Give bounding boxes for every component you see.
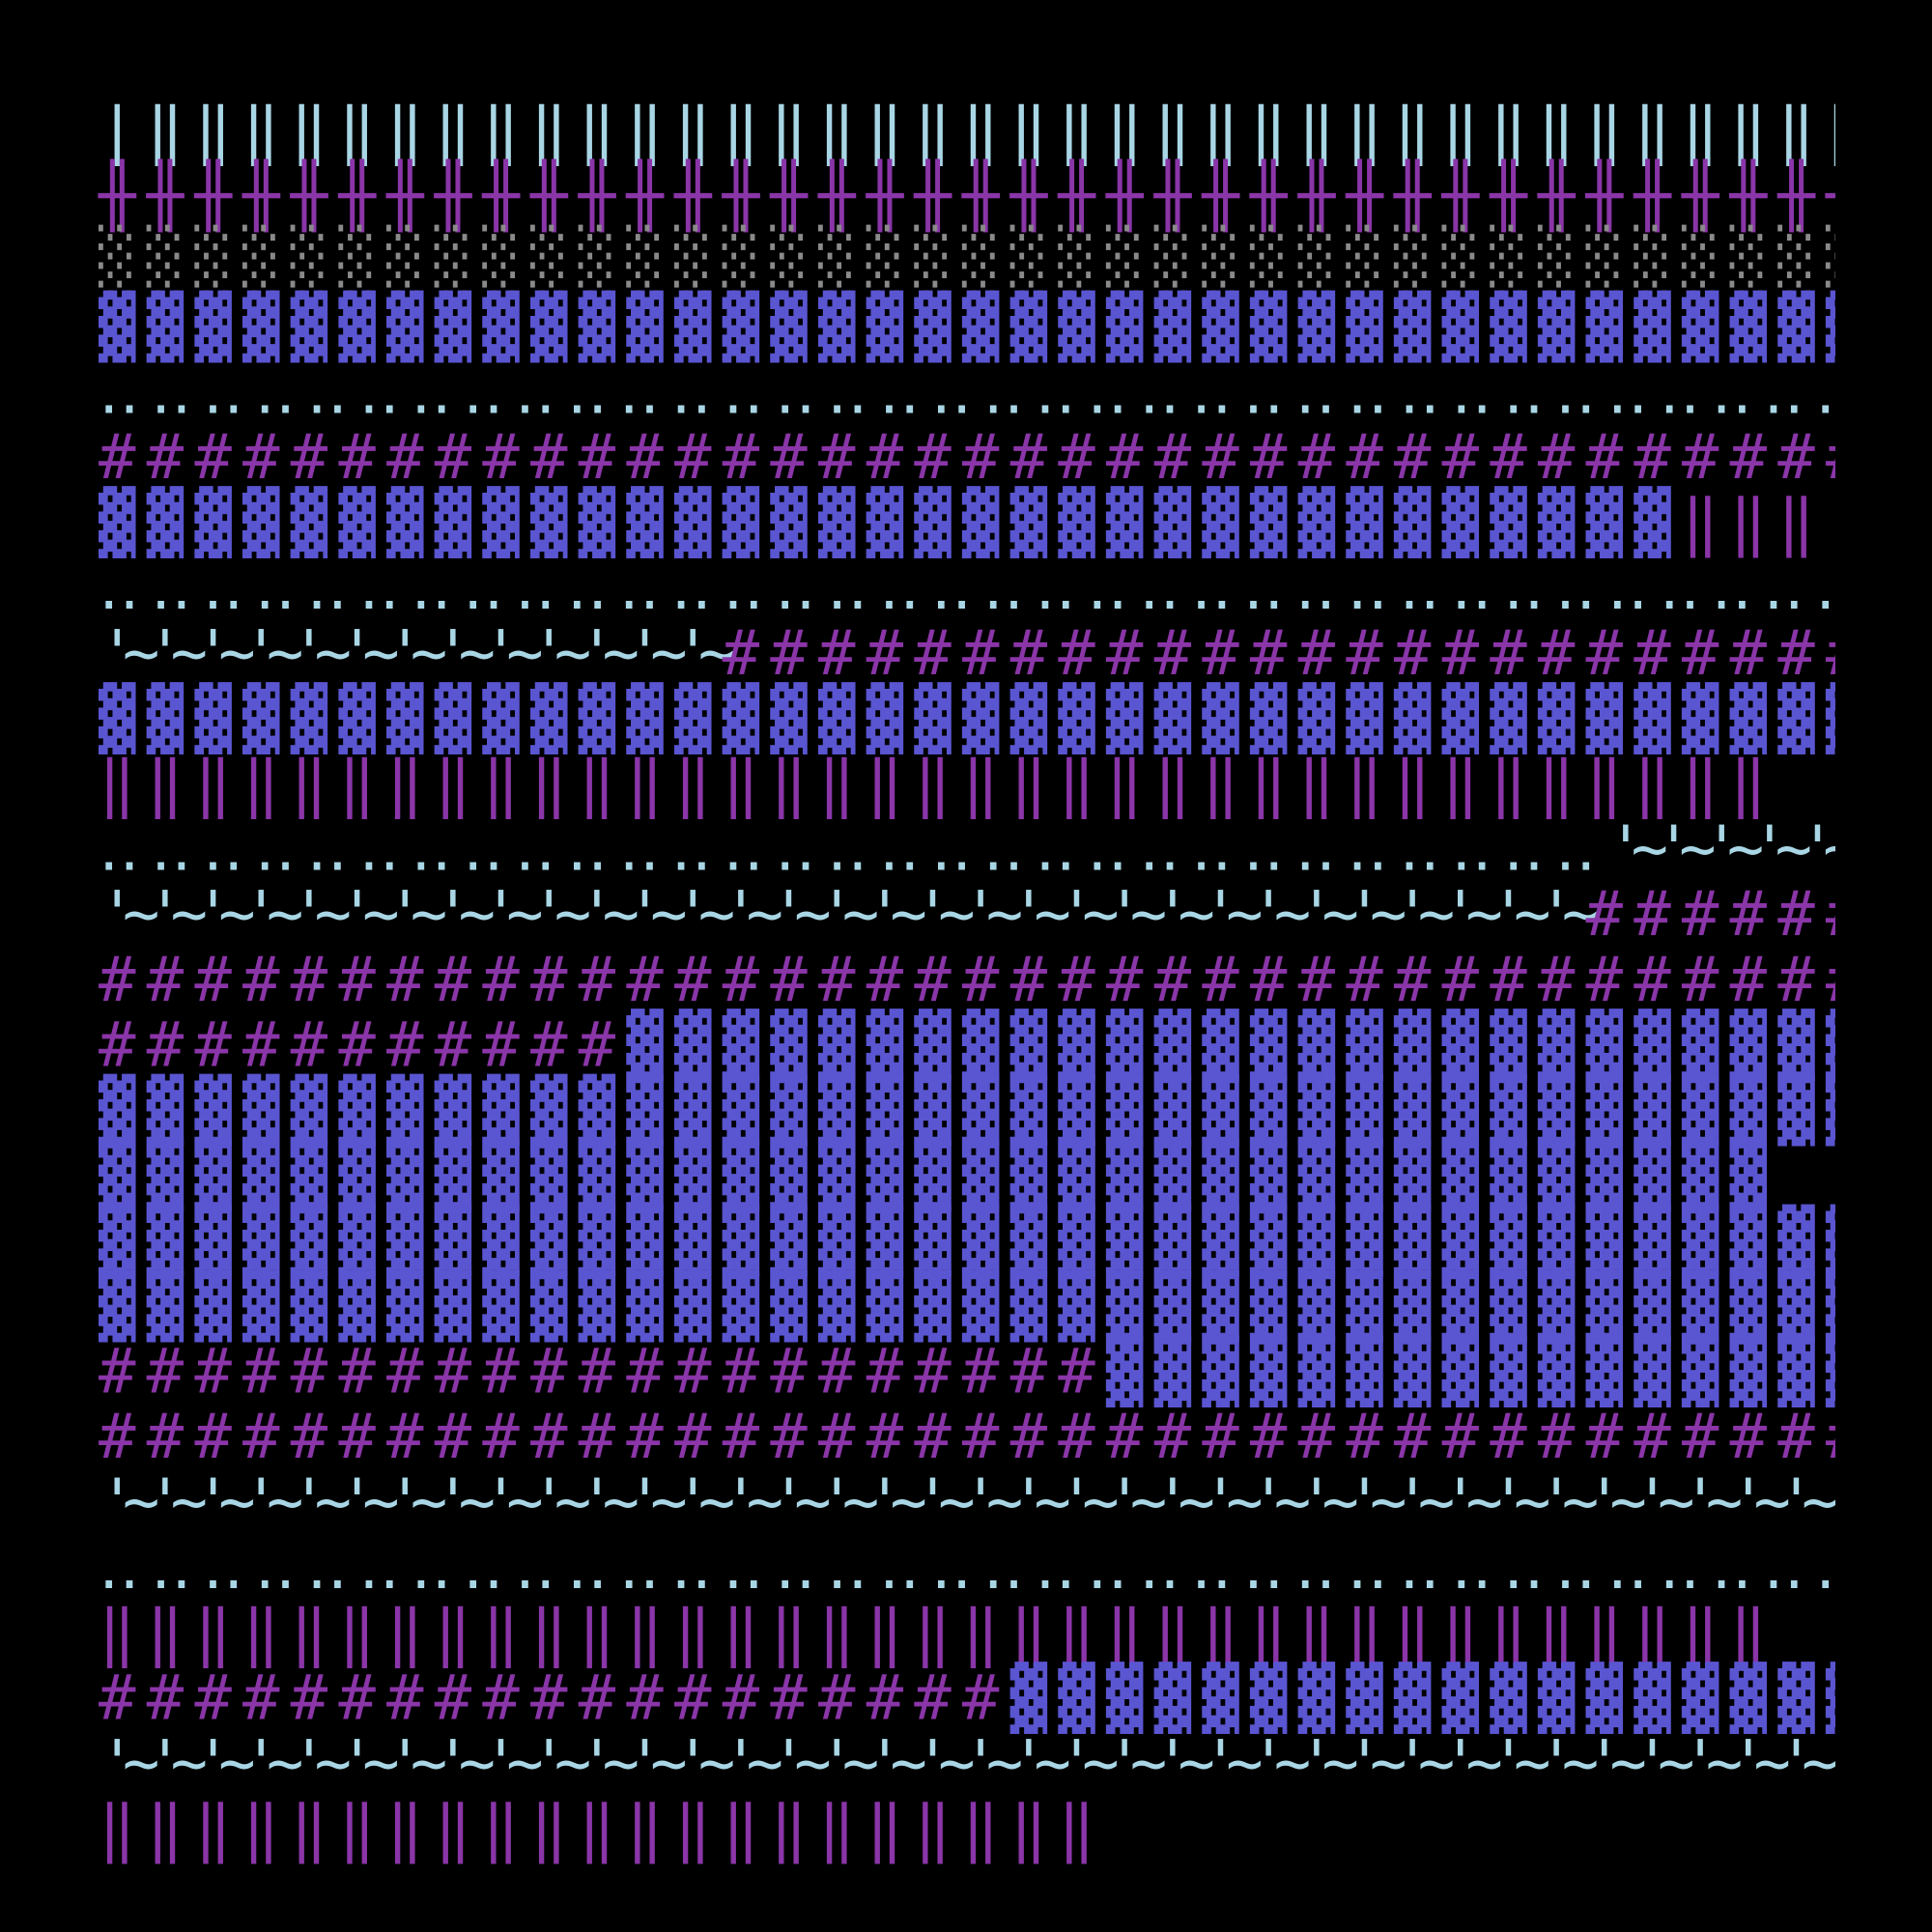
glyph-run: ▓ ▓ ▓ ▓ ▓ ▓ ▓ ▓ ▓ ▓ ▓ ▓ ▓ ▓ ▓ ▓ — [1106, 1334, 1863, 1407]
glyph-row: ‖ ‖ ‖ ‖ ‖ ‖ ‖ ‖ ‖ ‖ ‖ ‖ ‖ ‖ ‖ ‖ ‖ ‖ ‖ ‖ … — [99, 1794, 1087, 1865]
glyph-run: '~'~'~'~'~'~'~'~'~'~'~'~'~'~'~'~'~'~'~'~… — [99, 879, 1597, 951]
glyph-row: ░ ░ ░ ░ ░ ░ ░ ░ ░ ░ ░ ░ ░ ░ ░ ░ ░ ░ ░ ░ … — [99, 224, 1859, 298]
glyph-run: ‥ ‥ ‥ ‥ ‥ ‥ ‥ ‥ ‥ ‥ ‥ ‥ ‥ ‥ ‥ ‥ ‥ ‥ ‥ ‥ … — [99, 1532, 1932, 1604]
glyph-run: ░ ░ ░ ░ ░ ░ ░ ░ ░ ░ ░ ░ ░ ░ ░ ░ ░ ░ ░ ░ … — [99, 224, 1859, 298]
glyph-row: ‥ ‥ ‥ ‥ ‥ ‥ ‥ ‥ ‥ ‥ ‥ ‥ ‥ ‥ ‥ ‥ ‥ ‥ ‥ ‥ … — [99, 1532, 1932, 1604]
glyph-row: ‥ ‥ ‥ ‥ ‥ ‥ ‥ ‥ ‥ ‥ ‥ ‥ ‥ ‥ ‥ ‥ ‥ ‥ ‥ ‥ … — [99, 553, 1932, 624]
glyph-run: ▓ ▓ ▓ ▓ ▓ ▓ ▓ ▓ ▓ ▓ ▓ ▓ ▓ ▓ ▓ ▓ ▓ ▓ ▓ ▓ … — [99, 290, 1863, 363]
glyph-run: # # # # # # # # # # # # # # # # # # # # … — [99, 945, 1863, 1016]
glyph-row: ‥ ‥ ‥ ‥ ‥ ‥ ‥ ‥ ‥ ‥ ‥ ‥ ‥ ‥ ‥ ‥ ‥ ‥ ‥ ‥ … — [99, 356, 1932, 428]
glyph-run: # # # # # # # # # # # # # # # # # # # # … — [99, 1336, 1106, 1407]
glyph-run: # # # # # # # # # # # # # # # # # # # # … — [99, 422, 1863, 494]
glyph-run: # # # # # # # # # # # # # # # # # # # # … — [99, 1402, 1863, 1473]
glyph-run: ╫ ╫ ╫ ╫ ╫ ╫ ╫ ╫ ╫ ╫ ╫ ╫ ╫ ╫ ╫ ╫ ╫ ╫ ╫ ╫ … — [98, 158, 1864, 233]
glyph-row: '~'~'~'~'~'~'~'~'~'~'~'~'~# # # # # # # … — [99, 618, 1863, 690]
glyph-row: ‖ ‖ ‖ ‖ ‖ ‖ ‖ ‖ ‖ ‖ ‖ ‖ ‖ ‖ ‖ ‖ ‖ ‖ ‖ ‖ … — [99, 1598, 1759, 1669]
glyph-run: ▓ ▓ ▓ ▓ ▓ ▓ ▓ ▓ ▓ ▓ ▓ ▓ ▓ ▓ ▓ ▓ ▓ ▓ ▓ ▓ … — [99, 681, 1863, 754]
glyph-row: ▓ ▓ ▓ ▓ ▓ ▓ ▓ ▓ ▓ ▓ ▓ ▓ ▓ ▓ ▓ ▓ ▓ ▓ ▓ ▓ … — [99, 1073, 1863, 1147]
glyph-run: # # # # # # # # # # # # # # # # # # # — [99, 1662, 1010, 1734]
glyph-run: ▓ ▓ ▓ ▓ ▓ ▓ ▓ ▓ ▓ ▓ ▓ ▓ ▓ ▓ ▓ ▓ ▓ ▓ ▓ ▓ … — [99, 1269, 1863, 1343]
glyph-run: ‖ ‖ ‖ ‖ ‖ ‖ ‖ ‖ ‖ ‖ ‖ ‖ ‖ ‖ ‖ ‖ ‖ ‖ ‖ ‖ … — [99, 1598, 1759, 1669]
glyph-run: ‖ ‖ ‖ — [1682, 488, 1806, 559]
glyph-row: ▓ ▓ ▓ ▓ ▓ ▓ ▓ ▓ ▓ ▓ ▓ ▓ ▓ ▓ ▓ ▓ ▓ ▓ ▓ ▓ … — [99, 486, 1806, 559]
glyph-run: '~'~'~'~'~'~'~'~'~'~'~'~'~'~'~'~'~'~'~'~… — [99, 1467, 1885, 1539]
glyph-row: # # # # # # # # # # # # # # # # # # # # … — [99, 1334, 1863, 1407]
glyph-run: ▓ ▓ ▓ ▓ ▓ ▓ ▓ ▓ ▓ ▓ ▓ ▓ ▓ ▓ ▓ ▓ ▓ ▓ ▓ ▓ … — [99, 1139, 1768, 1212]
glyph-row: ▓ ▓ ▓ ▓ ▓ ▓ ▓ ▓ ▓ ▓ ▓ ▓ ▓ ▓ ▓ ▓ ▓ ▓ ▓ ▓ … — [99, 1204, 1863, 1277]
glyph-row: ▓ ▓ ▓ ▓ ▓ ▓ ▓ ▓ ▓ ▓ ▓ ▓ ▓ ▓ ▓ ▓ ▓ ▓ ▓ ▓ … — [99, 681, 1863, 754]
glyph-run: '~'~'~'~'~'~'~'~'~'~'~'~'~ — [99, 618, 733, 690]
glyph-run: ▓ ▓ ▓ ▓ ▓ ▓ ▓ ▓ ▓ ▓ ▓ ▓ ▓ ▓ ▓ ▓ ▓ ▓ ▓ ▓ … — [99, 1073, 1863, 1147]
glyph-row: ▓ ▓ ▓ ▓ ▓ ▓ ▓ ▓ ▓ ▓ ▓ ▓ ▓ ▓ ▓ ▓ ▓ ▓ ▓ ▓ … — [99, 290, 1863, 363]
glyph-run: ‖ ‖ ‖ ‖ ‖ ‖ ‖ ‖ ‖ ‖ ‖ ‖ ‖ ‖ ‖ ‖ ‖ ‖ ‖ ‖ … — [99, 749, 1759, 820]
glyph-row: # # # # # # # # # # # # # # # # # # # # … — [99, 1402, 1863, 1473]
glyph-run: # # # # # # # # # # # # # # # # # # # # … — [723, 618, 1863, 690]
glyph-run: ▓ ▓ ▓ ▓ ▓ ▓ ▓ ▓ ▓ ▓ ▓ ▓ ▓ ▓ ▓ ▓ ▓ ▓ ▓ ▓ … — [99, 1204, 1863, 1277]
glyph-row: # # # # # # # # # # # ▓ ▓ ▓ ▓ ▓ ▓ ▓ ▓ ▓ … — [99, 1008, 1863, 1081]
glyph-run: ▓ ▓ ▓ ▓ ▓ ▓ ▓ ▓ ▓ ▓ ▓ ▓ ▓ ▓ ▓ ▓ ▓ ▓ ▓ ▓ … — [626, 1008, 1863, 1081]
glyph-row: ▓ ▓ ▓ ▓ ▓ ▓ ▓ ▓ ▓ ▓ ▓ ▓ ▓ ▓ ▓ ▓ ▓ ▓ ▓ ▓ … — [99, 1139, 1768, 1212]
glyph-run: | ‖ ‖ ‖ ‖ ‖ ‖ ‖ ‖ ‖ ‖ ‖ ‖ ‖ ‖ ‖ ‖ ‖ ‖ ‖ … — [99, 96, 1855, 167]
glyph-row: | ‖ ‖ ‖ ‖ ‖ ‖ ‖ ‖ ‖ ‖ ‖ ‖ ‖ ‖ ‖ ‖ ‖ ‖ ‖ … — [99, 96, 1855, 167]
glyph-row: ╫ ╫ ╫ ╫ ╫ ╫ ╫ ╫ ╫ ╫ ╫ ╫ ╫ ╫ ╫ ╫ ╫ ╫ ╫ ╫ … — [98, 158, 1864, 233]
glyph-row: '~'~'~'~'~'~'~'~'~'~'~'~'~'~'~'~'~'~'~'~… — [99, 879, 1863, 951]
glyph-row: '~'~'~'~'~'~'~'~'~'~'~'~'~'~'~'~'~'~'~'~… — [99, 1728, 1885, 1800]
glyph-row: # # # # # # # # # # # # # # # # # # # # … — [99, 945, 1863, 1016]
glyph-run: '~'~'~'~'~'~'~'~'~'~'~'~'~'~'~'~'~'~'~'~… — [99, 1728, 1885, 1800]
glyph-row: # # # # # # # # # # # # # # # # # # # ▓ … — [99, 1661, 1863, 1734]
glyph-run: ▓ ▓ ▓ ▓ ▓ ▓ ▓ ▓ ▓ ▓ ▓ ▓ ▓ ▓ ▓ ▓ ▓ ▓ ▓ ▓ … — [99, 486, 1682, 559]
glyph-run: ‥ ‥ ‥ ‥ ‥ ‥ ‥ ‥ ‥ ‥ ‥ ‥ ‥ ‥ ‥ ‥ ‥ ‥ ‥ ‥ … — [99, 553, 1932, 624]
glyph-grid: | ‖ ‖ ‖ ‖ ‖ ‖ ‖ ‖ ‖ ‖ ‖ ‖ ‖ ‖ ‖ ‖ ‖ ‖ ‖ … — [98, 96, 1932, 1865]
glyph-run: ‥ ‥ ‥ ‥ ‥ ‥ ‥ ‥ ‥ ‥ ‥ ‥ ‥ ‥ ‥ ‥ ‥ ‥ ‥ ‥ … — [99, 356, 1932, 428]
glyph-run: # # # # # # — [1586, 879, 1863, 951]
glyph-run: ▓ ▓ ▓ ▓ ▓ ▓ ▓ ▓ ▓ ▓ ▓ ▓ ▓ ▓ ▓ ▓ ▓ ▓ — [1010, 1661, 1863, 1734]
glyph-row: '~'~'~'~'~'~'~'~'~'~'~'~'~'~'~'~'~'~'~'~… — [99, 1467, 1885, 1539]
glyph-run: # # # # # # # # # # # — [99, 1009, 626, 1081]
glyph-run: ‖ ‖ ‖ ‖ ‖ ‖ ‖ ‖ ‖ ‖ ‖ ‖ ‖ ‖ ‖ ‖ ‖ ‖ ‖ ‖ … — [99, 1794, 1087, 1865]
glyph-row: ▓ ▓ ▓ ▓ ▓ ▓ ▓ ▓ ▓ ▓ ▓ ▓ ▓ ▓ ▓ ▓ ▓ ▓ ▓ ▓ … — [99, 1269, 1863, 1343]
glyph-row: ‖ ‖ ‖ ‖ ‖ ‖ ‖ ‖ ‖ ‖ ‖ ‖ ‖ ‖ ‖ ‖ ‖ ‖ ‖ ‖ … — [99, 749, 1759, 820]
glyph-row: ‥ ‥ ‥ ‥ ‥ ‥ ‥ ‥ ‥ ‥ ‥ ‥ ‥ ‥ ‥ ‥ ‥ ‥ ‥ ‥ … — [99, 814, 1932, 886]
glyph-row: # # # # # # # # # # # # # # # # # # # # … — [99, 422, 1863, 494]
glyph-run: ‥ ‥ ‥ ‥ ‥ ‥ ‥ ‥ ‥ ‥ ‥ ‥ ‥ ‥ ‥ ‥ ‥ ‥ ‥ ‥ … — [99, 814, 1932, 886]
